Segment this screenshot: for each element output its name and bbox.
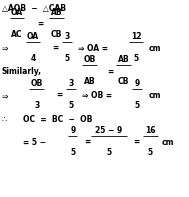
Text: ⇒ OA =: ⇒ OA = [78, 44, 108, 53]
Text: 9: 9 [134, 79, 140, 88]
Text: 5: 5 [148, 148, 153, 157]
Text: 4: 4 [30, 54, 36, 63]
Text: ⇒: ⇒ [2, 91, 8, 100]
Text: 3: 3 [64, 32, 70, 41]
Text: =: = [37, 20, 43, 29]
Text: ∴: ∴ [2, 115, 7, 124]
Text: 5: 5 [64, 54, 70, 63]
Text: 5: 5 [133, 54, 139, 63]
Text: 16: 16 [145, 126, 156, 135]
Text: = 5 −: = 5 − [23, 138, 46, 147]
Text: 5: 5 [68, 101, 74, 110]
Text: =: = [133, 138, 139, 147]
Text: ⇒: ⇒ [2, 44, 8, 53]
Text: OB: OB [31, 79, 43, 88]
Text: 9: 9 [70, 126, 75, 135]
Text: 3: 3 [68, 79, 74, 88]
Text: cm: cm [162, 138, 174, 147]
Text: =: = [107, 67, 113, 76]
Text: AC: AC [11, 30, 23, 39]
Text: OC  =  BC  −  OB: OC = BC − OB [23, 115, 92, 124]
Text: OB: OB [84, 55, 96, 64]
Text: △AOB  −  △CAB: △AOB − △CAB [2, 4, 66, 13]
Text: AB: AB [84, 77, 96, 86]
Text: 3: 3 [34, 101, 40, 110]
Text: Similarly,: Similarly, [2, 67, 42, 76]
Text: 5: 5 [106, 148, 111, 157]
Text: 12: 12 [131, 32, 141, 41]
Text: AB: AB [118, 55, 130, 64]
Text: CB: CB [118, 77, 129, 86]
Text: =: = [52, 44, 58, 53]
Text: 5: 5 [70, 148, 75, 157]
Text: cm: cm [148, 44, 161, 53]
Text: 5: 5 [134, 101, 140, 110]
Text: OA: OA [27, 32, 39, 41]
Text: =: = [84, 138, 90, 147]
Text: cm: cm [148, 91, 161, 100]
Text: AB: AB [51, 8, 63, 17]
Text: =: = [56, 91, 62, 100]
Text: OA: OA [11, 8, 23, 17]
Text: ⇒ OB =: ⇒ OB = [82, 91, 112, 100]
Text: CB: CB [51, 30, 62, 39]
Text: 25 − 9: 25 − 9 [95, 126, 122, 135]
